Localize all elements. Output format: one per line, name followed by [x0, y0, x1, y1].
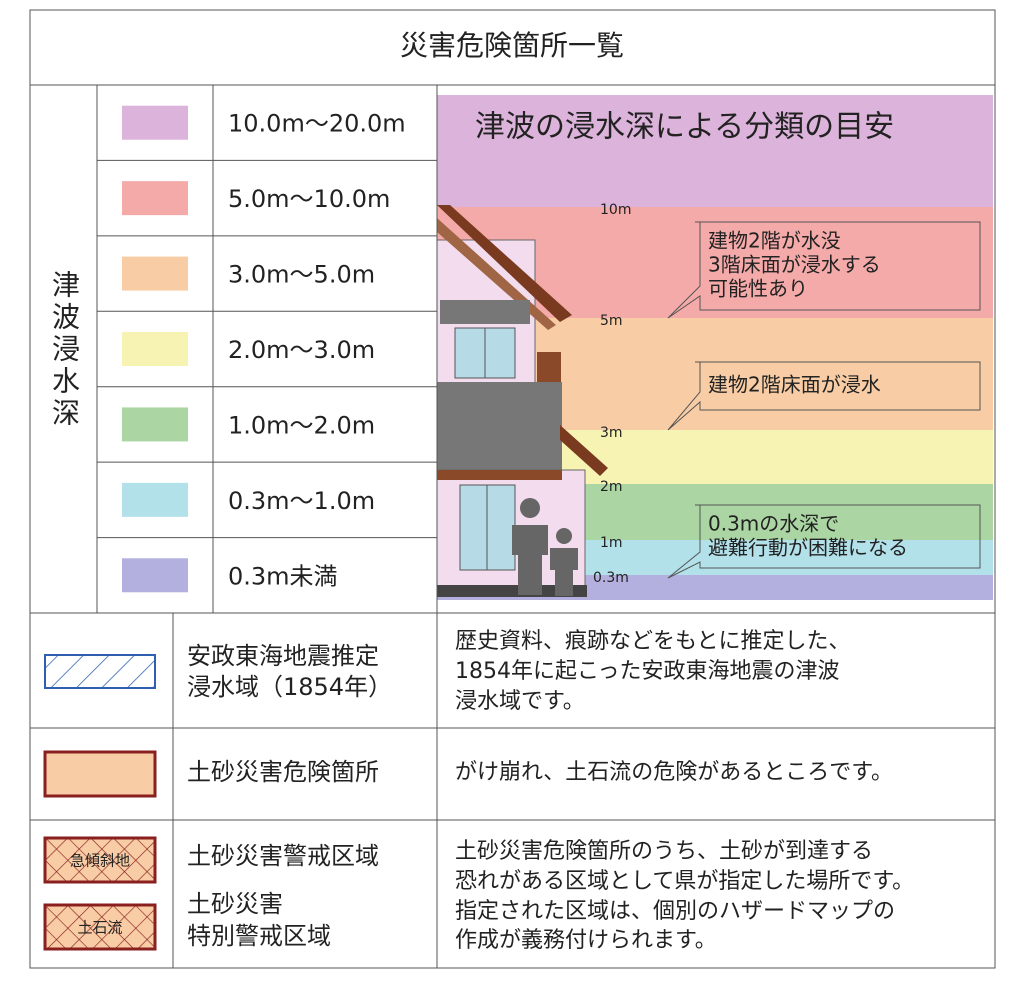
swatch-hatched [44, 654, 156, 689]
color-swatch [122, 482, 188, 517]
swatch-crosshatch [43, 836, 157, 884]
note-line: 建物2階が水没 [708, 229, 841, 253]
color-swatch [122, 105, 188, 140]
depth-range: 1.0m〜2.0m [228, 411, 375, 439]
note-line: 3階床面が浸水する [708, 253, 881, 277]
swatch-text: 土石流 [77, 919, 122, 937]
note-line: 可能性あり [708, 277, 808, 301]
depth-range: 2.0m〜3.0m [228, 336, 375, 364]
level-label: 2m [600, 479, 623, 495]
level-label: 10m [600, 202, 631, 218]
legend-description: 1854年に起こった安政東海地震の津波 [455, 659, 839, 684]
color-swatch [122, 332, 188, 366]
swatch-sediment [43, 750, 157, 798]
level-label: 1m [600, 535, 623, 551]
depth-band [437, 95, 993, 207]
swatch-text: 急傾斜地 [70, 852, 130, 870]
color-swatch [122, 181, 188, 216]
legend-label: 特別警戒区域 [187, 922, 331, 950]
legend-label: 土砂災害危険箇所 [187, 758, 379, 786]
legend-description: 土砂災害危険箇所のうち、土砂が到達する [455, 839, 873, 864]
depth-range: 10.0m〜20.0m [228, 110, 406, 138]
legend-description: 恐れがある区域として県が指定した場所です。 [455, 869, 914, 894]
swatch-crosshatch [43, 903, 157, 951]
color-swatch [122, 256, 188, 291]
legend-description: 作成が義務付けられます。 [455, 928, 717, 953]
note-line: 0.3mの水深で [708, 512, 839, 536]
tsunami-label: 津波浸水深 [48, 270, 81, 430]
note-line: 建物2階床面が浸水 [708, 373, 881, 397]
note-line: 避難行動が困難になる [708, 536, 908, 560]
level-label: 0.3m [593, 570, 629, 586]
house [436, 205, 608, 597]
legend-label: 土砂災害 [187, 890, 283, 918]
legend-label: 安政東海地震推定 [187, 642, 379, 670]
illustration-heading: 津波の浸水深による分類の目安 [475, 110, 894, 145]
level-label: 5m [600, 313, 623, 329]
callouts [667, 221, 981, 579]
legend-description: 指定された区域は、個別のハザードマップの [455, 899, 895, 924]
table-grid [29, 9, 996, 969]
depth-range: 0.3m〜1.0m [228, 487, 375, 515]
depth-range: 5.0m〜10.0m [228, 185, 390, 213]
title: 災害危険箇所一覧 [400, 29, 624, 62]
legend-description: 歴史資料、痕跡などをもとに推定した、 [455, 629, 851, 654]
color-swatch [122, 407, 188, 442]
color-swatch [122, 558, 188, 593]
legend-label: 土砂災害警戒区域 [187, 842, 379, 870]
depth-range: 3.0m〜5.0m [228, 261, 375, 289]
legend-label: 浸水域（1854年） [187, 673, 392, 701]
legend-description: がけ崩れ、土石流の危険があるところです。 [455, 760, 893, 785]
depth-range: 0.3m未満 [228, 562, 338, 590]
legend-description: 浸水域です。 [455, 689, 585, 714]
content: 10.0m〜20.0m 5.0m〜10.0m 3.0m〜5.0m 2.0m〜3.0m 1… [43, 105, 914, 953]
level-label: 3m [600, 425, 623, 441]
